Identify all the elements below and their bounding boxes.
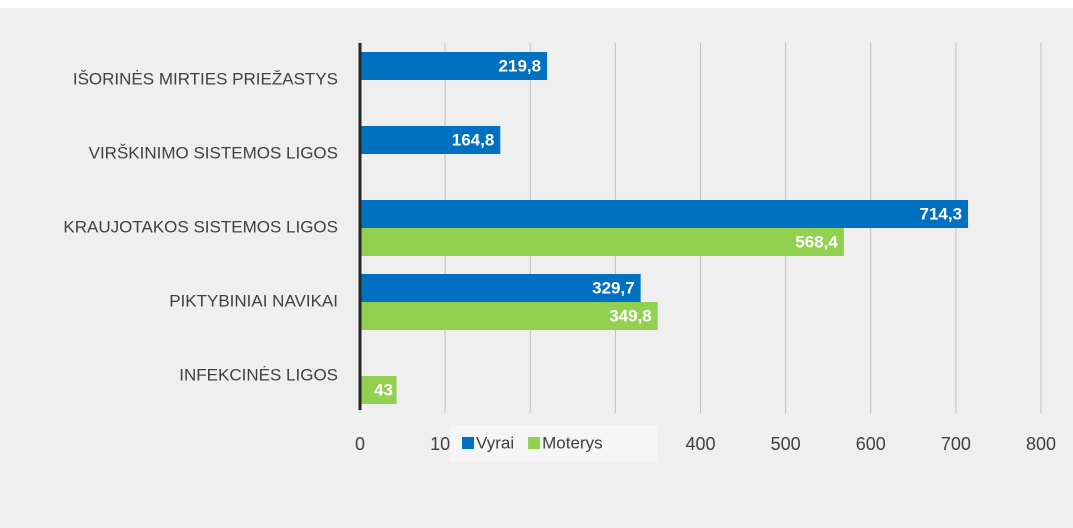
value-label: 164,8 [452,130,495,149]
legend-label: Vyrai [476,433,514,452]
legend-label: Moterys [542,433,602,452]
x-tick-label: 700 [941,434,971,454]
x-tick-label: 0 [355,434,365,454]
y-tick-label: PIKTYBINIAI NAVIKAI [169,291,338,310]
bar [360,52,548,80]
y-tick-label: INFEKCINĖS LIGOS [179,365,338,384]
legend-swatch [528,437,541,449]
x-tick-label: 400 [685,434,715,454]
bar [360,274,641,302]
x-tick-label: 800 [1026,434,1056,454]
x-tick-label: 600 [856,434,886,454]
bar [360,126,501,154]
legend-swatch [462,437,474,449]
value-label: 43 [374,380,393,399]
value-label: 568,4 [795,232,838,251]
value-label: 714,3 [920,204,963,223]
value-label: 219,8 [499,56,542,75]
bar [360,200,969,228]
y-tick-label: IŠORINĖS MIRTIES PRIEŽASTYS [73,69,338,88]
bar [360,376,397,404]
bar [360,302,658,330]
legend-box [450,425,657,462]
value-label: 349,8 [609,306,652,325]
y-tick-label: VIRŠKINIMO SISTEMOS LIGOS [89,143,338,162]
value-label: 329,7 [592,278,635,297]
y-tick-label: KRAUJOTAKOS SISTEMOS LIGOS [63,217,338,236]
bar [360,228,844,256]
x-tick-label: 500 [771,434,801,454]
